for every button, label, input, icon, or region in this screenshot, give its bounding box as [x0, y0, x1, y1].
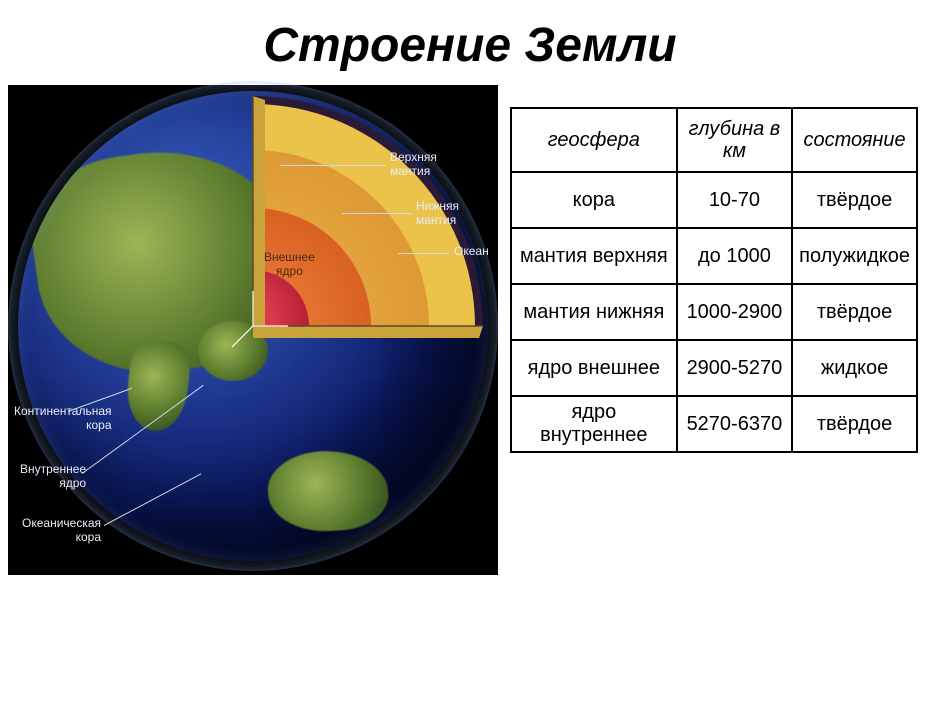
label-ocean: Океан — [454, 245, 489, 259]
data-table-wrap: геосфера глубина в км состояние кора 10-… — [510, 107, 918, 453]
cell-depth: 10-70 — [677, 172, 792, 228]
line-lower-mantle — [342, 213, 412, 214]
table-header-row: геосфера глубина в км состояние — [511, 108, 917, 172]
cell-state: твёрдое — [792, 172, 917, 228]
cell-geosphere: ядро внутреннее — [511, 396, 677, 452]
line-ocean — [398, 253, 450, 254]
table-row: мантия нижняя 1000-2900 твёрдое — [511, 284, 917, 340]
content-row: Внешнееядро Верхняямантия Нижняямантия О… — [0, 85, 940, 575]
line-upper-mantle — [280, 165, 386, 166]
cell-depth: 5270-6370 — [677, 396, 792, 452]
cell-state: жидкое — [792, 340, 917, 396]
th-state: состояние — [792, 108, 917, 172]
table-row: кора 10-70 твёрдое — [511, 172, 917, 228]
cell-depth: 2900-5270 — [677, 340, 792, 396]
landmass-australia — [266, 448, 390, 534]
cell-geosphere: кора — [511, 172, 677, 228]
label-inner-core: Внутреннееядро — [20, 463, 86, 491]
label-outer-core: Внешнееядро — [264, 251, 315, 279]
table-row: ядро внутреннее 5270-6370 твёрдое — [511, 396, 917, 452]
landmass-se-asia — [198, 321, 268, 381]
label-oceanic-crust: Океаническаякора — [22, 517, 101, 545]
cell-geosphere: мантия верхняя — [511, 228, 677, 284]
cell-depth: до 1000 — [677, 228, 792, 284]
label-continental-crust: Континентальнаякора — [14, 405, 112, 433]
cell-geosphere: мантия нижняя — [511, 284, 677, 340]
page: Строение Земли — [0, 0, 940, 705]
table-row: мантия верхняя до 1000 полужидкое — [511, 228, 917, 284]
data-table: геосфера глубина в км состояние кора 10-… — [510, 107, 918, 453]
label-upper-mantle: Верхняямантия — [390, 151, 437, 179]
earth-diagram: Внешнееядро Верхняямантия Нижняямантия О… — [8, 85, 498, 575]
th-depth: глубина в км — [677, 108, 792, 172]
landmass-india — [123, 338, 192, 434]
cell-geosphere: ядро внешнее — [511, 340, 677, 396]
cell-state: твёрдое — [792, 284, 917, 340]
th-geosphere: геосфера — [511, 108, 677, 172]
table-row: ядро внешнее 2900-5270 жидкое — [511, 340, 917, 396]
cell-depth: 1000-2900 — [677, 284, 792, 340]
cell-state: полужидкое — [792, 228, 917, 284]
label-lower-mantle: Нижняямантия — [416, 200, 459, 228]
table-body: кора 10-70 твёрдое мантия верхняя до 100… — [511, 172, 917, 452]
cell-state: твёрдое — [792, 396, 917, 452]
page-title: Строение Земли — [0, 0, 940, 85]
